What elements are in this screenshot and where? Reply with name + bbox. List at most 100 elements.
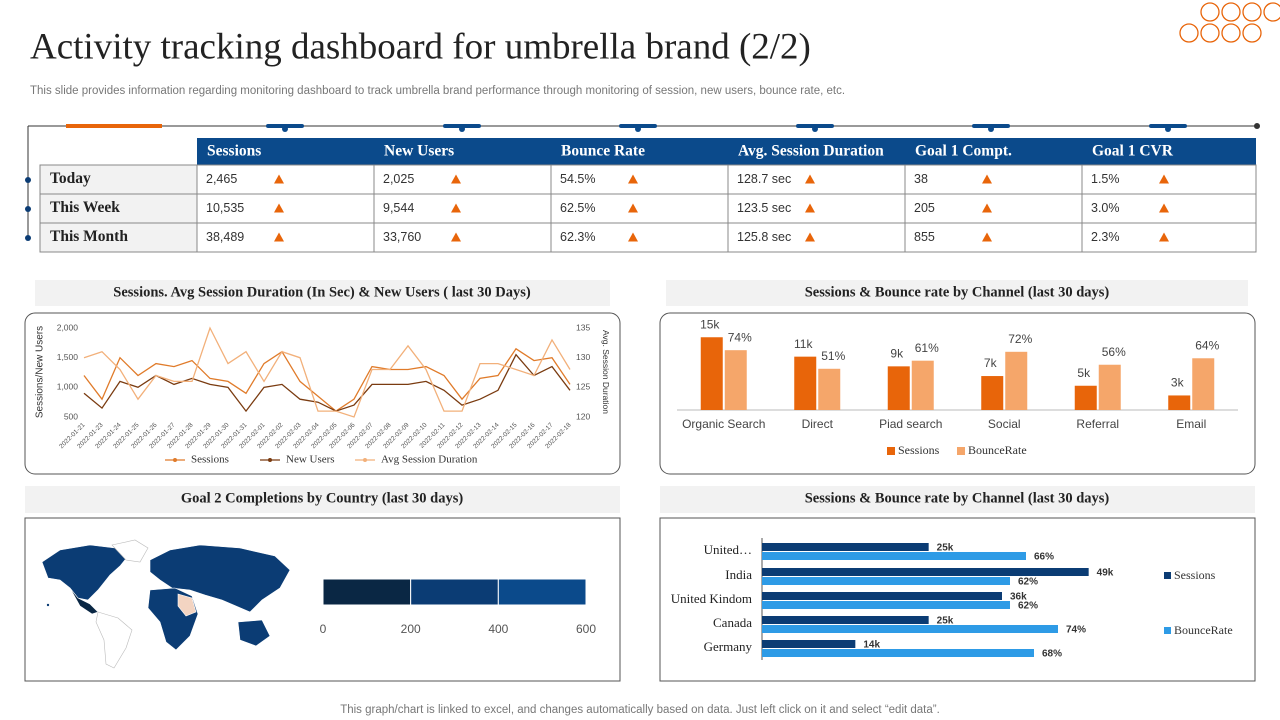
data-label: 56% (1102, 345, 1126, 359)
cell-value: 123.5 sec (737, 201, 791, 215)
chart-title: Sessions & Bounce rate by Channel (last … (805, 490, 1110, 506)
trend-icon (1159, 232, 1169, 242)
bar (762, 592, 1002, 600)
title: Activity tracking dashboard for umbrella… (30, 26, 811, 67)
column-header: Avg. Session Duration (738, 143, 884, 160)
series-line (83, 347, 571, 412)
x-tick-label: Organic Search (682, 417, 765, 431)
bar (762, 543, 929, 551)
data-label: 25k (937, 616, 954, 627)
row-label-cell (39, 164, 198, 195)
cell-value: 205 (914, 201, 935, 215)
trend-icon (982, 174, 992, 184)
cell-value: 38,489 (206, 230, 244, 244)
cell-value: 3.0% (1091, 201, 1120, 215)
data-label: 74% (1066, 625, 1086, 636)
cell-value: 9,544 (383, 201, 414, 215)
bar (794, 356, 817, 410)
bar-segment (497, 578, 587, 606)
x-tick-label: 400 (488, 622, 508, 636)
cell-value: 38 (914, 172, 928, 186)
column-header: New Users (384, 143, 454, 160)
y-tick-label: 1,000 (57, 382, 79, 392)
x-tick-label: Referral (1076, 417, 1119, 431)
x-tick-label: 600 (576, 622, 596, 636)
cell-value: 855 (914, 230, 935, 244)
trend-icon (805, 174, 815, 184)
trend-icon (628, 174, 638, 184)
data-label: 7k (984, 356, 998, 370)
trend-icon (1159, 203, 1169, 213)
trend-icon (628, 203, 638, 213)
bar (1192, 358, 1215, 410)
cell (904, 164, 1083, 195)
chart-title: Sessions & Bounce rate by Channel (last … (805, 284, 1110, 300)
decoration (1179, 2, 1280, 43)
row-label: This Month (50, 228, 128, 245)
bar (762, 649, 1034, 657)
bar (724, 350, 747, 410)
legend-label: Avg Session Duration (381, 454, 478, 466)
cell-value: 2.3% (1091, 230, 1120, 244)
y2-tick-label: 130 (576, 352, 590, 362)
y-tick-label: United Kindom (671, 591, 752, 606)
data-label: 25k (937, 543, 954, 554)
bar (911, 360, 934, 410)
cell-value: 54.5% (560, 172, 595, 186)
legend-label: Sessions (1174, 568, 1216, 582)
data-label: 74% (728, 330, 752, 344)
legend-swatch (957, 447, 965, 455)
data-label: 15k (700, 317, 720, 331)
series-line (83, 353, 571, 413)
bar (818, 368, 841, 410)
bar (1098, 364, 1121, 410)
y-tick-label: Canada (713, 615, 752, 630)
table-decoration (25, 123, 1260, 241)
data-label: 62% (1018, 577, 1038, 588)
trend-icon (982, 232, 992, 242)
legend-marker (173, 458, 177, 462)
cell-value: 10,535 (206, 201, 244, 215)
chart-title: Sessions. Avg Session Duration (In Sec) … (113, 284, 531, 300)
data-label: 68% (1042, 649, 1062, 660)
x-tick-label: 200 (401, 622, 421, 636)
data-label: 9k (890, 347, 904, 361)
chart-title: Goal 2 Completions by Country (last 30 d… (181, 490, 464, 506)
data-label: 11k (794, 337, 813, 351)
trend-icon (274, 232, 284, 242)
row-label-cell (39, 222, 198, 253)
data-label: 61% (915, 341, 939, 355)
panels (24, 280, 1256, 682)
y-axis-label: Sessions/New Users (35, 326, 46, 418)
cell-value: 62.5% (560, 201, 595, 215)
trend-icon (982, 203, 992, 213)
trend-icon (628, 232, 638, 242)
y-tick-label: United… (704, 542, 752, 557)
world-map (41, 539, 291, 669)
cell-value: 128.7 sec (737, 172, 791, 186)
legend-swatch (1164, 627, 1171, 634)
y-tick-label: 1,500 (57, 352, 79, 362)
column-header: Goal 1 Compt. (915, 143, 1012, 160)
legend-label: BounceRate (1174, 623, 1233, 637)
cell-value: 62.3% (560, 230, 595, 244)
trend-icon (805, 232, 815, 242)
data-label: 5k (1077, 366, 1091, 380)
cell-value: 1.5% (1091, 172, 1120, 186)
legend-swatch (887, 447, 895, 455)
cell-value: 2,465 (206, 172, 237, 186)
x-tick-label: Social (988, 417, 1021, 431)
series-line (83, 326, 571, 418)
bar (762, 640, 856, 648)
data-label: 51% (821, 349, 845, 363)
data-label: 64% (1195, 338, 1219, 352)
cell-value: 33,760 (383, 230, 421, 244)
row-label: This Week (50, 199, 120, 216)
legend-label: Sessions (898, 443, 940, 457)
bar (762, 568, 1089, 576)
legend-label: Sessions (191, 454, 229, 466)
bar (762, 601, 1010, 609)
y-tick-label: 2,000 (57, 322, 79, 332)
